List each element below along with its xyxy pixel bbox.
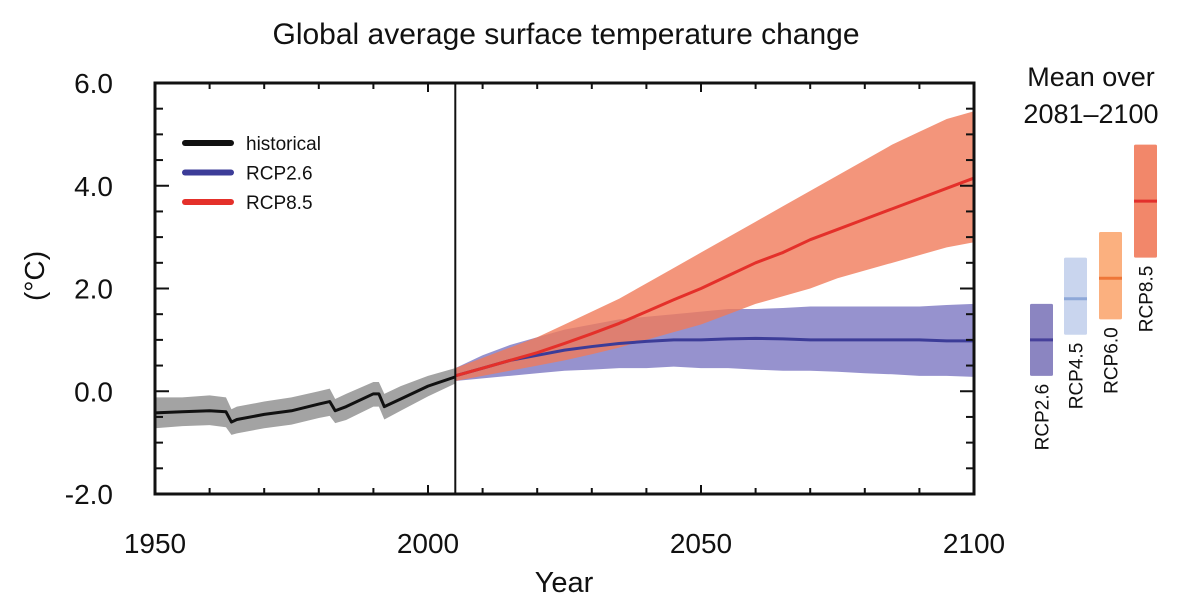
- x-tick-label: 1950: [124, 528, 186, 559]
- legend: historical RCP2.6 RCP8.5: [182, 134, 321, 214]
- historical-uncertainty-band: [155, 368, 456, 435]
- y-tick-label: 6.0: [74, 68, 113, 99]
- legend-label-historical: historical: [246, 134, 321, 155]
- bar-label-rcp8-5: RCP8.5: [1137, 266, 1158, 333]
- range-bar-rcp4-5: [1064, 257, 1087, 335]
- side-panel-title-line2: 2081–2100: [1023, 99, 1158, 129]
- plot-area: [153, 81, 976, 496]
- bar-label-rcp4-5: RCP4.5: [1067, 343, 1088, 410]
- x-tick-label: 2100: [943, 528, 1005, 559]
- x-tick-label: 2050: [670, 528, 732, 559]
- y-tick-label: 0.0: [74, 376, 113, 407]
- y-tick-label: 2.0: [74, 274, 113, 305]
- chart-title: Global average surface temperature chang…: [272, 18, 859, 51]
- x-tick-label: 2000: [397, 528, 459, 559]
- rcp8-5-line: [454, 176, 975, 378]
- y-tick-label: 4.0: [74, 171, 113, 202]
- legend-label-rcp2-6: RCP2.6: [246, 164, 313, 185]
- rcp8-5-uncertainty-band: [455, 111, 974, 381]
- x-tick-labels: 1950 2000 2050 2100: [124, 528, 1005, 559]
- y-tick-label: -2.0: [65, 479, 113, 510]
- historical-line: [154, 375, 456, 424]
- side-panel-bars: RCP2.6 RCP4.5 RCP6.0 RCP8.5: [1030, 144, 1158, 451]
- rcp2-6-uncertainty-band: [455, 303, 974, 381]
- bar-label-rcp6-0: RCP6.0: [1102, 327, 1123, 394]
- side-panel-title-line1: Mean over: [1027, 62, 1155, 92]
- x-axis-label: Year: [535, 567, 594, 599]
- range-bar-rcp6-0: [1099, 231, 1122, 320]
- y-axis-label: (°C): [19, 251, 50, 301]
- legend-label-rcp8-5: RCP8.5: [246, 193, 313, 214]
- bar-label-rcp2-6: RCP2.6: [1033, 384, 1054, 451]
- y-tick-labels: 6.0 4.0 2.0 0.0 -2.0: [65, 68, 113, 510]
- rcp2-6-line: [454, 336, 974, 378]
